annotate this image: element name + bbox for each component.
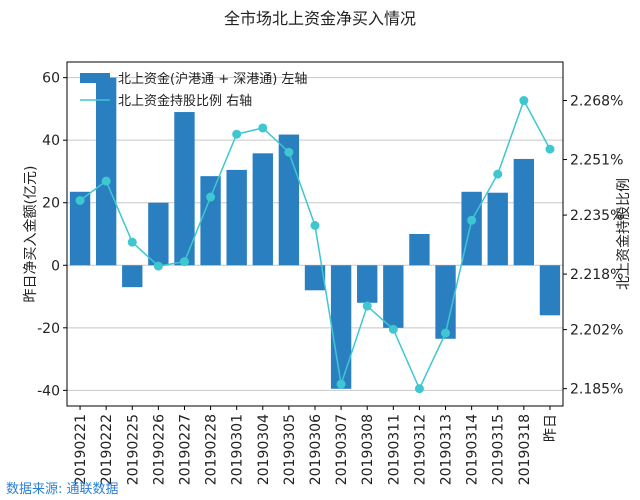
line-point bbox=[310, 220, 320, 230]
line-point bbox=[127, 237, 137, 247]
bar bbox=[95, 77, 117, 266]
right-axis-ticks: 2.185% 2.202% 2.218% 2.235% 2.251% 2.268% bbox=[563, 94, 623, 398]
line-point bbox=[101, 176, 111, 186]
bar bbox=[539, 265, 561, 316]
bar bbox=[487, 192, 508, 266]
left-tick-label: -20 bbox=[37, 321, 60, 337]
left-tick-label: 20 bbox=[42, 196, 60, 212]
line-point bbox=[179, 257, 189, 267]
left-tick-label: 40 bbox=[42, 133, 60, 149]
x-tick-label: 20190312 bbox=[412, 414, 428, 485]
x-tick-label: 20190228 bbox=[204, 414, 220, 485]
x-tick-label: 20190227 bbox=[177, 414, 193, 485]
legend-line-label: 北上资金持股比例 右轴 bbox=[118, 93, 252, 109]
left-axis-label: 昨日净买入金额(亿元) bbox=[23, 166, 39, 303]
x-tick-label: 20190308 bbox=[360, 414, 376, 485]
right-tick-label: 2.185% bbox=[570, 382, 623, 398]
line-point bbox=[206, 192, 216, 202]
line-point bbox=[441, 328, 451, 338]
left-tick-label: -40 bbox=[37, 383, 60, 399]
bar bbox=[357, 265, 378, 303]
left-axis-ticks: -40 -20 0 20 40 60 bbox=[37, 71, 67, 399]
x-tick-label: 20190226 bbox=[151, 414, 167, 485]
bar bbox=[122, 265, 143, 288]
bar bbox=[383, 265, 404, 328]
x-tick-label: 昨日 bbox=[543, 414, 559, 442]
line-point bbox=[493, 169, 503, 179]
bar bbox=[409, 234, 430, 266]
line-point bbox=[362, 301, 372, 311]
left-tick-label: 60 bbox=[42, 71, 60, 87]
line-point bbox=[336, 379, 346, 389]
right-tick-label: 2.235% bbox=[570, 208, 623, 224]
line-point bbox=[388, 324, 398, 334]
line-point bbox=[467, 215, 477, 225]
bar bbox=[330, 265, 352, 389]
x-tick-label: 20190221 bbox=[73, 414, 89, 485]
x-tick-label: 20190318 bbox=[517, 414, 533, 485]
x-tick-label: 20190301 bbox=[230, 414, 246, 485]
bar bbox=[148, 202, 169, 266]
x-tick-label: 20190225 bbox=[125, 414, 141, 485]
right-tick-label: 2.268% bbox=[570, 94, 623, 110]
bar bbox=[226, 169, 247, 266]
bar-series bbox=[69, 77, 561, 389]
bar bbox=[513, 158, 535, 266]
line-point bbox=[153, 261, 163, 271]
legend-bar-label: 北上资金(沪港通 + 深港通) 左轴 bbox=[118, 71, 307, 87]
bar bbox=[69, 191, 91, 266]
line-point bbox=[232, 129, 242, 139]
x-tick-label: 20190313 bbox=[439, 414, 455, 485]
right-axis-label: 北上资金持股比例 bbox=[616, 178, 632, 290]
line-point bbox=[258, 123, 268, 133]
chart-title: 全市场北上资金净买入情况 bbox=[224, 9, 416, 28]
source-note: 数据来源: 通联数据 bbox=[6, 482, 119, 497]
line-point bbox=[75, 196, 85, 206]
bar bbox=[304, 265, 326, 291]
x-tick-label: 20190314 bbox=[465, 414, 481, 485]
x-tick-label: 20190315 bbox=[491, 414, 507, 485]
bar bbox=[174, 112, 195, 266]
line-point bbox=[545, 144, 555, 154]
x-tick-label: 20190307 bbox=[334, 414, 350, 485]
right-tick-label: 2.251% bbox=[570, 153, 623, 169]
x-tick-label: 20190311 bbox=[386, 414, 402, 485]
line-point bbox=[414, 384, 424, 394]
x-tick-label: 20190306 bbox=[308, 414, 324, 485]
right-tick-label: 2.218% bbox=[570, 267, 623, 283]
left-tick-label: 0 bbox=[51, 258, 60, 274]
x-tick-label: 20190305 bbox=[282, 414, 298, 485]
bar bbox=[200, 176, 221, 266]
x-axis-ticks: 20190221 20190222 20190225 20190226 20190227… bbox=[73, 406, 559, 485]
line-point bbox=[519, 96, 529, 106]
x-tick-label: 20190222 bbox=[99, 414, 115, 485]
x-tick-label: 20190304 bbox=[256, 414, 272, 485]
line-point bbox=[284, 147, 294, 157]
line-series bbox=[75, 96, 555, 394]
legend: 北上资金(沪港通 + 深港通) 左轴 北上资金持股比例 右轴 bbox=[80, 71, 307, 109]
right-tick-label: 2.202% bbox=[570, 323, 623, 339]
legend-bar-swatch bbox=[80, 73, 110, 83]
bar bbox=[435, 265, 456, 339]
bar bbox=[252, 153, 273, 266]
